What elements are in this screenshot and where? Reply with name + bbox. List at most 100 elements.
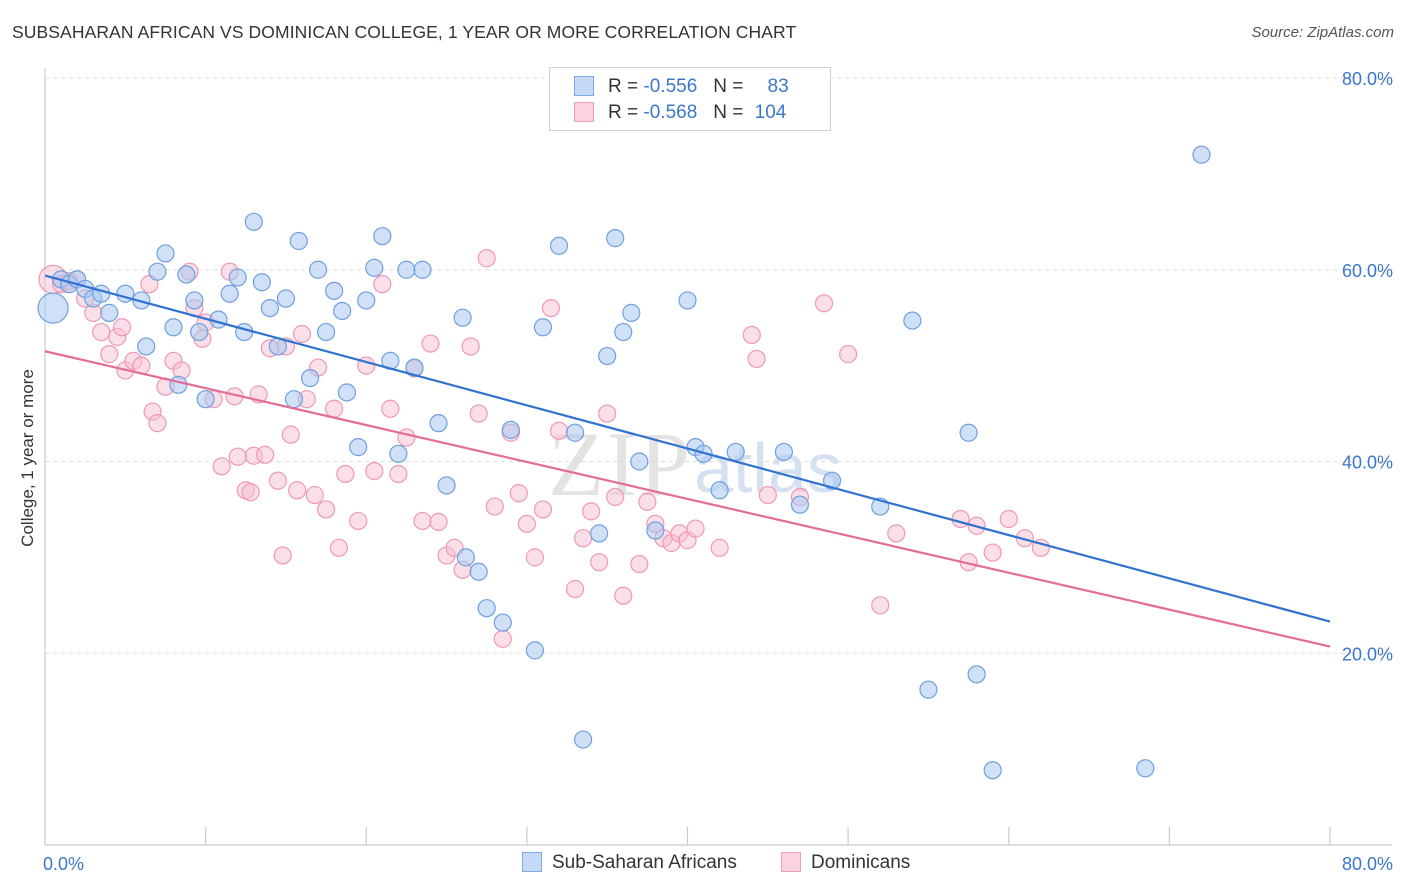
sub-saharan-point — [316, 322, 336, 342]
x-tick-label: 0.0% — [43, 854, 84, 874]
sub-saharan-point — [190, 322, 209, 342]
sub-saharan-point — [614, 322, 633, 342]
sub-saharan-point — [919, 680, 938, 699]
sub-saharan-point — [220, 284, 239, 303]
dominicans-point — [429, 512, 448, 532]
sub-saharan-point — [622, 303, 641, 322]
sub-saharan-point — [501, 420, 520, 439]
dominicans-point — [305, 485, 324, 505]
r-value: -0.556 — [643, 76, 698, 97]
sub-saharan-point — [185, 291, 204, 310]
sub-saharan-point — [333, 301, 352, 321]
dominicans-point — [461, 337, 480, 356]
dominicans-point — [273, 546, 292, 565]
dominicans-point — [839, 345, 858, 364]
sub-saharan-point — [774, 442, 793, 462]
sub-saharan-point — [533, 318, 553, 337]
chart-title: SUBSAHARAN AFRICAN VS DOMINICAN COLLEGE,… — [12, 22, 797, 42]
sub-saharan-point — [357, 291, 376, 310]
dominicans-point — [747, 349, 766, 369]
dominicans-point — [565, 579, 585, 599]
sub-saharan-point — [525, 641, 545, 660]
sub-saharan-point — [289, 231, 308, 251]
dominicans-point — [365, 461, 384, 481]
sub-saharan-point — [469, 562, 488, 581]
sub-saharan-point — [710, 481, 729, 500]
dominicans-point — [582, 502, 601, 521]
legend-label: Sub-Saharan Africans — [552, 852, 737, 873]
sub-saharan-point — [967, 665, 986, 684]
sub-saharan-point — [646, 521, 665, 540]
dominicans-point — [413, 511, 432, 531]
dominicans-point — [92, 322, 111, 342]
sub-saharan-point — [148, 262, 167, 281]
sub-saharan-point — [276, 289, 296, 308]
dominicans-point — [268, 471, 288, 490]
dominicans-point — [710, 538, 729, 557]
sub-saharan-point — [429, 414, 448, 433]
sub-saharan-point — [137, 337, 156, 356]
n-value: 83 — [767, 76, 789, 97]
sub-saharan-point — [169, 375, 188, 394]
dominicans-point — [742, 325, 761, 345]
dominicans-point — [525, 548, 545, 567]
dominicans-point — [533, 500, 553, 519]
axes — [44, 68, 1392, 846]
sub-saharan-point — [903, 311, 922, 330]
y-tick-label: 60.0% — [1342, 261, 1393, 281]
n-label: N = — [713, 76, 744, 97]
sub-saharan-point — [252, 273, 271, 292]
sub-saharan-point — [630, 452, 649, 471]
legend-row-dominicans: R = -0.568 N = 104 — [574, 102, 795, 128]
dominicans-point — [336, 464, 355, 484]
legend-item-dominicans: Dominicans — [781, 852, 910, 876]
dominicans-point — [389, 464, 408, 484]
sub-saharan-point — [235, 322, 254, 342]
dominicans-point — [983, 543, 1002, 562]
dominicans-point — [373, 275, 392, 294]
dominicans-point — [288, 481, 307, 500]
sub-saharan-point — [983, 761, 1002, 780]
r-label: R = — [608, 102, 639, 123]
sub-saharan-point — [959, 423, 978, 442]
sub-saharan-point — [790, 495, 810, 514]
sub-saharan-point — [397, 260, 416, 279]
legend-row-sub-saharan: R = -0.556 N = 83 — [574, 76, 789, 102]
y-tick-label: 20.0% — [1342, 644, 1393, 664]
sub-saharan-point — [453, 308, 472, 327]
sub-saharan-point — [678, 291, 697, 310]
sub-saharan-point — [456, 548, 475, 567]
dominicans-point — [887, 524, 906, 543]
sub-saharan-point — [549, 236, 569, 255]
dominicans-point — [316, 500, 336, 519]
dominicans-point — [381, 399, 400, 418]
sub-saharan-point — [92, 284, 111, 303]
sub-saharan-point — [156, 244, 175, 263]
y-tick-label: 80.0% — [1342, 69, 1393, 89]
dominicans-point — [112, 318, 132, 337]
dominicans-point — [212, 457, 231, 476]
sub-saharan-point — [413, 260, 432, 279]
legend-item-sub-saharan: Sub-Saharan Africans — [522, 852, 737, 876]
sub-saharan-point — [365, 258, 384, 277]
correlation-legend: R = -0.556 N = 83 R = -0.568 N = 104 — [549, 67, 831, 131]
dominicans-point — [951, 509, 970, 529]
sub-saharan-point — [260, 299, 279, 318]
tick-labels: 20.0% 40.0% 60.0% 80.0% 0.0% 80.0% — [43, 69, 1393, 874]
sub-saharan-point — [1136, 759, 1155, 778]
sub-saharan-point — [437, 476, 456, 495]
dominicans-point — [100, 345, 119, 364]
legend-swatch-blue — [522, 852, 542, 872]
dominicans-point — [686, 519, 705, 538]
sub-saharan-point — [228, 268, 247, 287]
dominicans-point — [871, 596, 890, 615]
sub-saharan-point — [598, 346, 617, 366]
sub-saharan-point — [389, 444, 408, 463]
legend-swatch-blue — [574, 76, 594, 96]
sub-saharan-point — [325, 281, 344, 300]
dominicans-point — [758, 485, 777, 505]
dominicans-point — [606, 487, 625, 507]
sub-saharan-point — [573, 730, 593, 749]
dominicans-point — [421, 334, 440, 353]
